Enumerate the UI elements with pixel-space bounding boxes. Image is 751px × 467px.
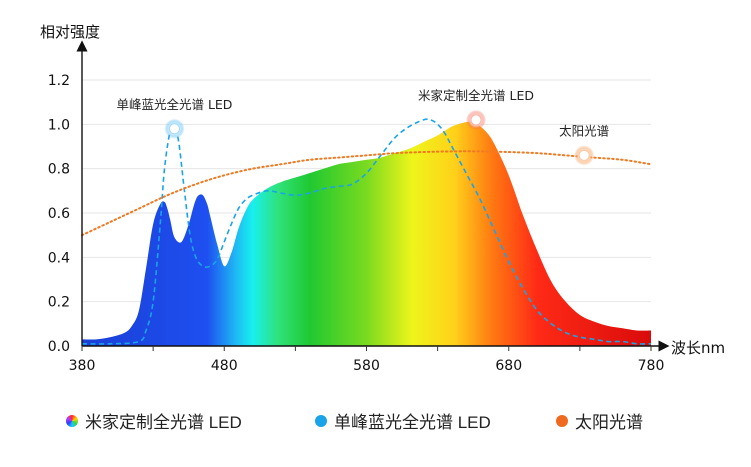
y-tick-label: 1.0 bbox=[48, 117, 70, 133]
annotation-label: 太阳光谱 bbox=[559, 123, 609, 138]
annotations: 单峰蓝光全光谱 LED 米家定制全光谱 LED 太阳光谱 bbox=[116, 88, 609, 166]
y-tick-label: 0.2 bbox=[48, 295, 70, 311]
y-axis-title: 相对强度 bbox=[40, 23, 100, 41]
legend-item-sun: 太阳光谱 bbox=[556, 408, 643, 433]
x-tick-label: 380 bbox=[69, 358, 96, 374]
x-tick-label: 680 bbox=[495, 358, 522, 374]
series-area-led-custom bbox=[82, 121, 651, 346]
legend-label: 米家定制全光谱 LED bbox=[85, 413, 242, 432]
legend-label: 单峰蓝光全光谱 LED bbox=[334, 413, 491, 432]
legend: 米家定制全光谱 LED 单峰蓝光全光谱 LED 太阳光谱 bbox=[0, 408, 751, 442]
x-tick-label: 580 bbox=[353, 358, 380, 374]
annotation-label: 单峰蓝光全光谱 LED bbox=[116, 97, 232, 112]
annotation-label: 米家定制全光谱 LED bbox=[418, 88, 534, 103]
legend-label: 太阳光谱 bbox=[575, 413, 643, 432]
annotation-marker-core bbox=[168, 123, 180, 135]
blue-dot-icon bbox=[315, 414, 327, 427]
y-tick-label: 0.8 bbox=[48, 162, 70, 178]
annotation-marker-core bbox=[470, 114, 482, 126]
y-tick-label: 0.4 bbox=[48, 250, 70, 266]
y-tick-label: 1.2 bbox=[48, 73, 70, 89]
orange-dot-icon bbox=[556, 414, 568, 427]
rainbow-dot-icon bbox=[66, 414, 78, 427]
spectrum-areas bbox=[82, 121, 651, 346]
legend-item-led-custom: 米家定制全光谱 LED bbox=[66, 408, 242, 433]
tick-labels: 0.0 0.2 0.4 0.6 0.8 1.0 1.2 380 480 580 680 780 bbox=[48, 73, 665, 374]
axes bbox=[76, 40, 670, 352]
annotation-marker-core bbox=[578, 149, 590, 161]
x-tick-label: 480 bbox=[211, 358, 238, 374]
y-tick-label: 0.0 bbox=[48, 339, 70, 355]
x-axis-title: 波长nm bbox=[671, 339, 725, 357]
legend-item-led-blue: 单峰蓝光全光谱 LED bbox=[315, 408, 491, 433]
x-tick-label: 780 bbox=[638, 358, 665, 374]
series-line-sun bbox=[81, 150, 652, 237]
y-tick-label: 0.6 bbox=[48, 206, 70, 222]
